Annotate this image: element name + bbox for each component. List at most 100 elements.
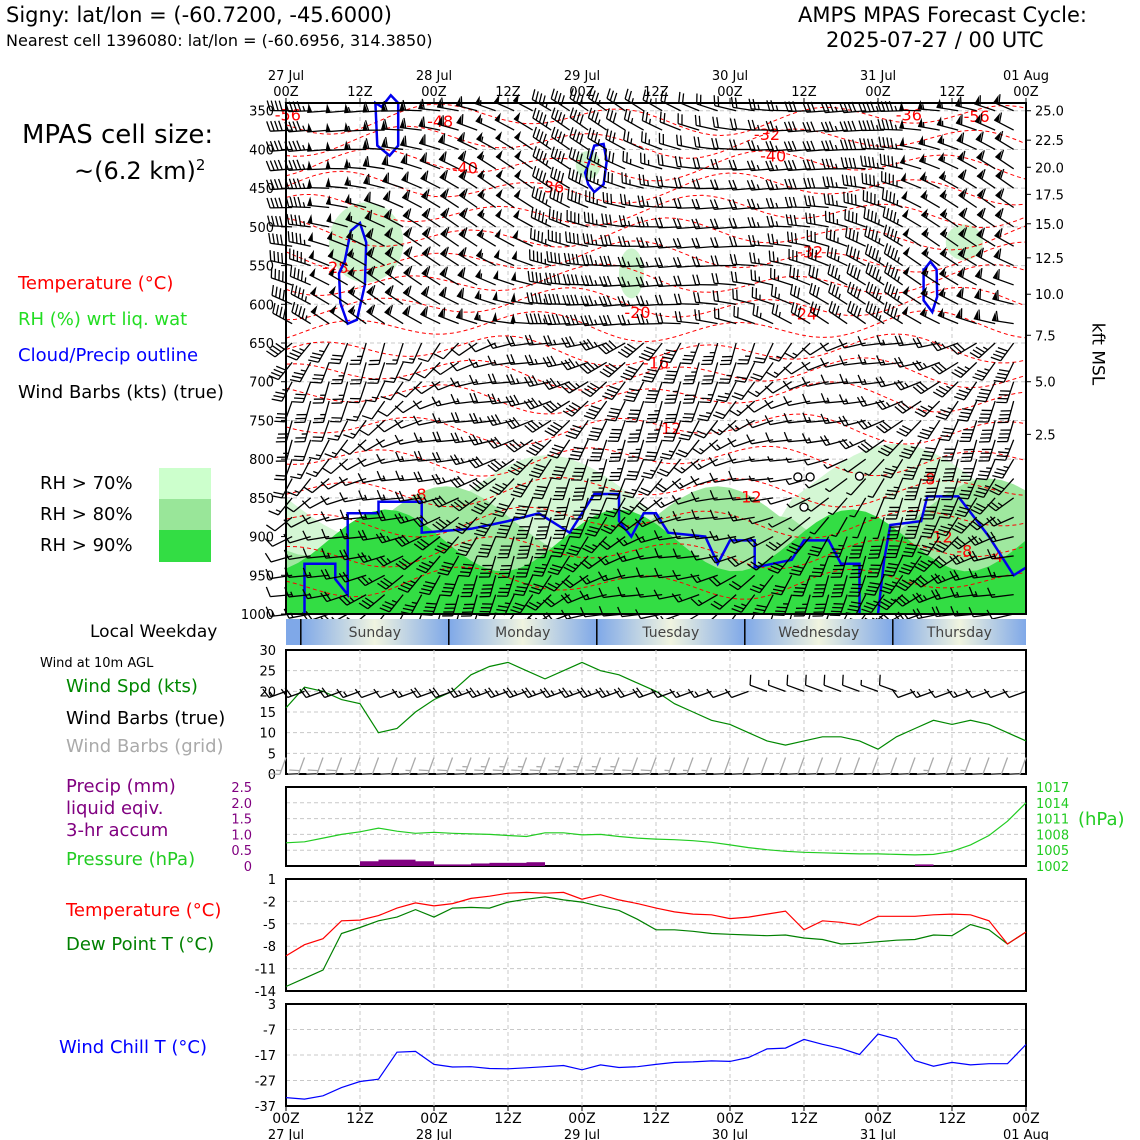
- wind-barb-full: [279, 216, 283, 227]
- wind-barb-staff: [629, 361, 645, 381]
- wind-barb-full: [579, 133, 584, 145]
- wind-barb-full: [848, 228, 852, 239]
- wind-barb-full: [737, 307, 739, 318]
- wind-barb-full: [545, 272, 549, 284]
- wind-barb-full: [606, 275, 612, 287]
- wind-barb-flag: [382, 173, 388, 183]
- wind-barb: [381, 136, 404, 151]
- wind-barb-full: [635, 295, 641, 306]
- wind-barb-full: [843, 121, 849, 132]
- wind-barb-flag: [955, 308, 961, 319]
- wind-barb-full: [912, 579, 922, 588]
- wind-barb-staff: [289, 535, 311, 544]
- wind-barb-full: [581, 254, 586, 265]
- forecast-cycle: 2025-07-27 / 00 UTC: [826, 28, 1044, 52]
- wind-barb-flag: [346, 229, 352, 239]
- wind-barb-half: [808, 437, 812, 443]
- wind-barb-flag: [495, 150, 503, 160]
- wind-barb: [883, 478, 904, 500]
- wind-barb: [659, 111, 681, 131]
- wind-barb-full: [270, 197, 275, 209]
- wind-barb-half: [545, 199, 548, 205]
- wind-barb-full: [980, 388, 992, 392]
- wind-barb-staff: [344, 129, 367, 132]
- wind-barb-half: [946, 385, 952, 390]
- wind-barb-full: [623, 129, 626, 141]
- wind-barb-full: [375, 557, 385, 567]
- wind-barb: [660, 342, 682, 364]
- wind-barb-half: [302, 105, 306, 112]
- wind-barb-full: [806, 121, 812, 132]
- wind-barb: [531, 555, 552, 577]
- wind-barb-staff: [288, 206, 311, 209]
- wind-barb-full: [579, 114, 584, 125]
- wind-barb-full: [942, 431, 953, 434]
- wind-barb-full: [708, 456, 716, 467]
- pressure-unit: (hPa): [1078, 809, 1125, 830]
- wind-barb-half: [984, 485, 991, 488]
- wind-barb-full: [553, 469, 565, 473]
- wind-barb-full: [834, 267, 838, 279]
- wind-barb: [839, 373, 866, 385]
- wind-barb-full: [286, 355, 297, 361]
- wind-barb-staff: [921, 233, 941, 247]
- wind-barb-full: [938, 556, 947, 565]
- wind-barb-full: [889, 191, 892, 203]
- wind-barb-full: [395, 451, 401, 462]
- wind-barb: [329, 342, 349, 365]
- wind-barb: [936, 116, 959, 131]
- wind-barb-half: [925, 231, 929, 238]
- wind-barb-full: [953, 569, 960, 580]
- wind-barb: [547, 439, 571, 459]
- wind-barb-full: [509, 442, 519, 451]
- wind-barb-full: [266, 121, 271, 132]
- wind-barb-half: [757, 258, 760, 264]
- wind-barb: [751, 286, 774, 305]
- wind-barb-full: [537, 230, 540, 242]
- wind-barb: [381, 119, 404, 131]
- wind-barb-half: [876, 143, 879, 150]
- wind-barb-half: [299, 348, 305, 352]
- wind-barb-full: [604, 392, 615, 397]
- wind-barb-half: [364, 513, 368, 520]
- wind-barb: [568, 147, 589, 170]
- wind-barb-half: [809, 531, 815, 535]
- wind-barb-full: [524, 354, 530, 366]
- wind-barb-flag: [363, 174, 369, 185]
- wind-barb: [994, 208, 1015, 228]
- wind-barb-full: [987, 503, 997, 512]
- wind-barb-full: [899, 454, 910, 459]
- wind-barb-full: [870, 210, 874, 222]
- wind-barb-full: [695, 218, 701, 229]
- wind-barb-full: [380, 580, 390, 588]
- wind-barb-full: [460, 571, 471, 574]
- wind-barb-full: [458, 522, 469, 529]
- wind-barb-half: [896, 218, 899, 225]
- wind-barb-full: [654, 547, 660, 559]
- wind-barb-full: [550, 555, 562, 558]
- wind-barb-staff: [531, 195, 552, 209]
- wind-barb: [995, 188, 1015, 209]
- wind-barb: [359, 419, 386, 436]
- wind-barb-full: [421, 588, 432, 592]
- wind-barb-full: [539, 131, 544, 142]
- wind-barb: [653, 497, 681, 509]
- wind-barb-full: [769, 120, 775, 132]
- wind-barb: [289, 265, 311, 286]
- wind-barb: [492, 290, 515, 305]
- wind-barb-full: [657, 483, 667, 491]
- wind-barb-full: [269, 179, 275, 190]
- wind-barb-full: [534, 292, 538, 304]
- wind-barb: [898, 555, 922, 575]
- wind-barb-full: [443, 561, 454, 566]
- wind-barb-full: [770, 285, 774, 296]
- wind-barb-full: [717, 395, 729, 399]
- wind-barb: [383, 208, 404, 228]
- wind-barb-flag: [477, 208, 485, 218]
- wind-barb-full: [551, 314, 557, 325]
- wind-barb-half: [834, 125, 838, 132]
- wind-barb-flag: [900, 172, 906, 182]
- wind-barb: [562, 400, 589, 417]
- wind-barb-full: [265, 568, 271, 579]
- wind-barb: [526, 439, 552, 456]
